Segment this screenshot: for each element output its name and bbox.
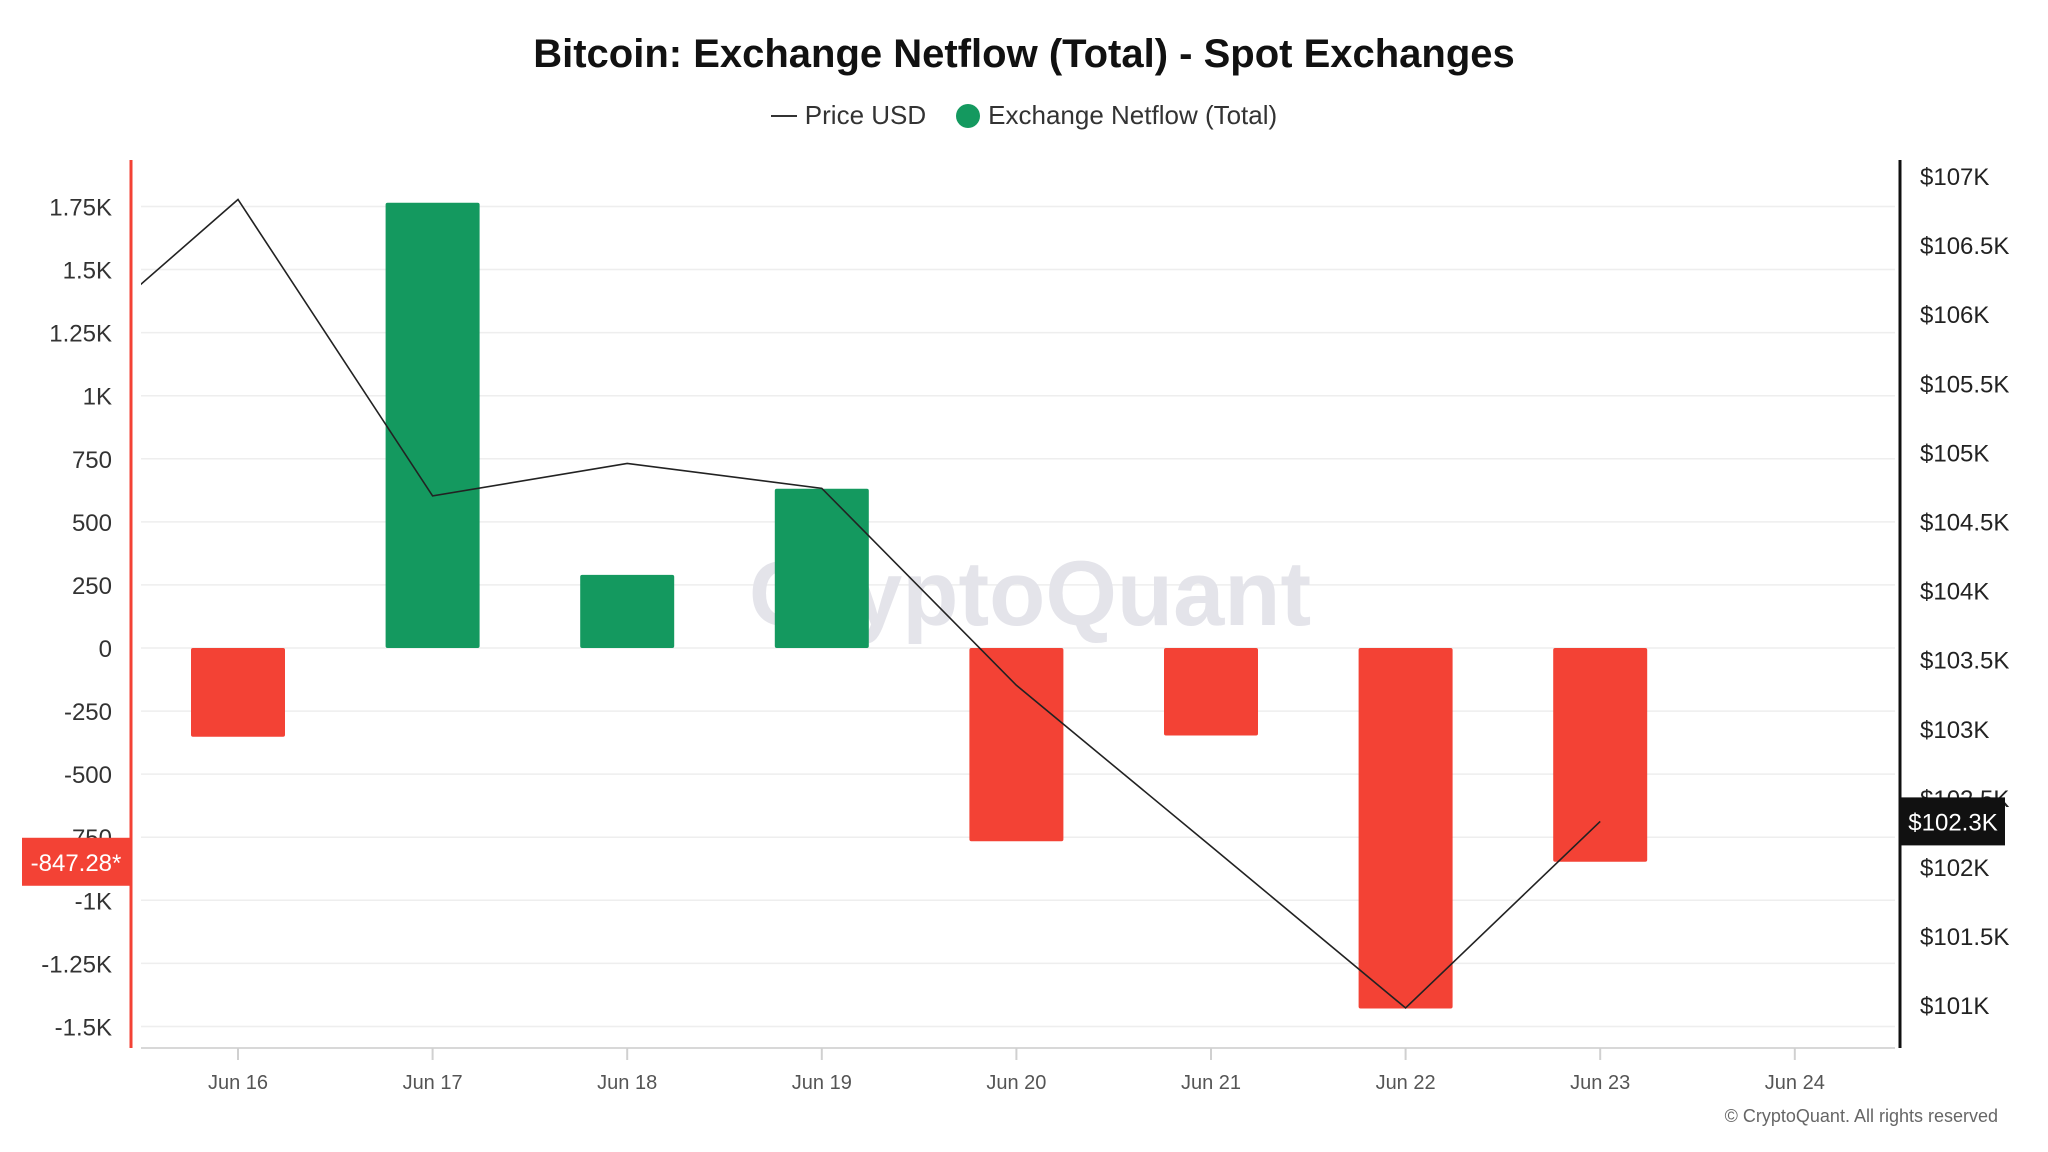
right-tick-label: $102K	[1920, 855, 1989, 882]
right-value-marker-label: $102.3K	[1908, 809, 1997, 836]
netflow-bar	[580, 574, 675, 648]
legend-item-netflow[interactable]: Exchange Netflow (Total)	[956, 100, 1277, 131]
copyright: © CryptoQuant. All rights reserved	[1724, 1106, 1998, 1126]
left-tick-label: -500	[64, 762, 112, 789]
left-tick-label: 1.75K	[49, 194, 112, 221]
netflow-bar	[191, 648, 285, 737]
left-tick-label: 250	[72, 573, 112, 600]
left-tick-label: -1.5K	[55, 1014, 112, 1041]
left-tick-label: 1.25K	[49, 321, 112, 348]
netflow-bar	[969, 648, 1064, 842]
left-tick-label: -1K	[75, 888, 112, 915]
left-tick-label: 750	[72, 447, 112, 474]
right-tick-label: $104.5K	[1920, 510, 2009, 537]
x-tick-label: Jun 22	[1376, 1072, 1436, 1094]
right-tick-label: $103.5K	[1920, 648, 2009, 675]
right-tick-label: $107K	[1920, 164, 1989, 191]
x-tick-label: Jun 24	[1765, 1072, 1825, 1094]
x-tick-label: Jun 21	[1181, 1072, 1241, 1094]
right-tick-label: $101.5K	[1920, 924, 2009, 951]
left-tick-label: -250	[64, 699, 112, 726]
x-tick-label: Jun 18	[597, 1072, 657, 1094]
legend-label: Exchange Netflow (Total)	[988, 100, 1278, 130]
netflow-bar	[1164, 648, 1258, 736]
dot-swatch-icon	[956, 103, 981, 128]
left-value-marker	[22, 837, 130, 886]
right-tick-label: $106.5K	[1920, 233, 2009, 260]
right-tick-label: $103K	[1920, 717, 1989, 744]
chart-title: Bitcoin: Exchange Netflow (Total) - Spot…	[533, 32, 1515, 76]
left-value-marker-label: -847.28*	[31, 850, 122, 877]
x-tick-label: Jun 16	[208, 1072, 268, 1094]
x-tick-label: Jun 19	[792, 1072, 852, 1094]
legend-item-price[interactable]: Price USD	[770, 100, 927, 131]
left-tick-label: 1K	[83, 384, 112, 411]
netflow-bar	[774, 488, 869, 648]
left-tick-label: 500	[72, 510, 112, 537]
netflow-bar	[1358, 648, 1453, 1009]
netflow-bar	[1553, 648, 1648, 862]
right-tick-label: $105K	[1920, 440, 1989, 467]
right-tick-label: $105.5K	[1920, 371, 2009, 398]
left-tick-label: 0	[99, 636, 112, 663]
right-tick-label: $101K	[1920, 993, 1989, 1020]
x-tick-label: Jun 20	[986, 1072, 1046, 1094]
left-tick-label: -1.25K	[41, 951, 112, 978]
x-tick-label: Jun 23	[1570, 1072, 1630, 1094]
left-tick-label: 1.5K	[63, 258, 112, 285]
price-line	[141, 198, 1601, 1010]
right-value-marker	[1901, 797, 2005, 846]
netflow-bar	[385, 202, 480, 649]
line-swatch-icon	[770, 114, 797, 117]
right-tick-label: $106K	[1920, 302, 1989, 329]
right-tick-label: $104K	[1920, 579, 1989, 606]
legend-label: Price USD	[804, 100, 927, 130]
legend: Price USD Exchange Netflow (Total)	[0, 100, 2048, 131]
x-tick-label: Jun 17	[403, 1072, 463, 1094]
